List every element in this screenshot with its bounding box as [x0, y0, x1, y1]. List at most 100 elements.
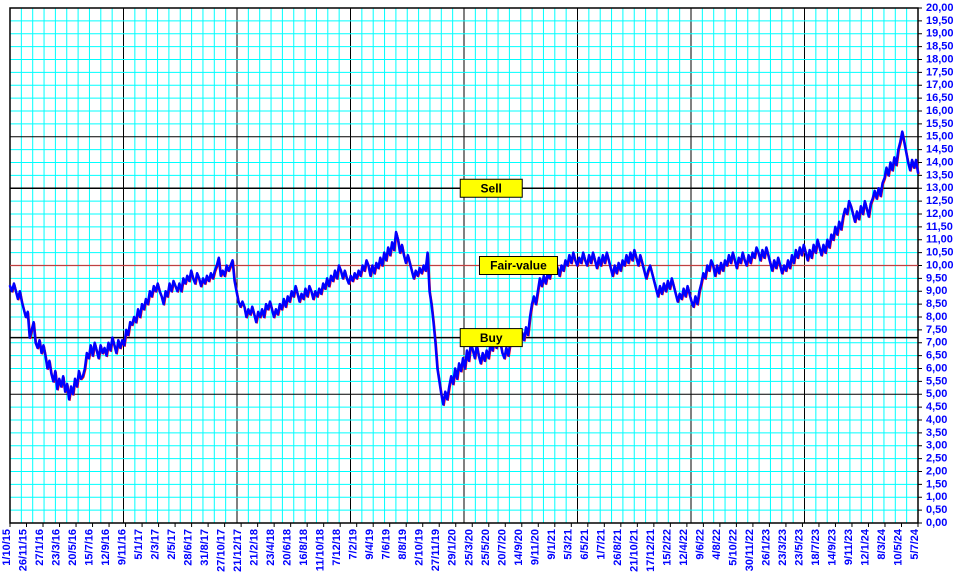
buy-label: Buy [460, 329, 522, 347]
x-tick-label: 14/9/23 [826, 529, 838, 566]
y-tick-label: 18,50 [926, 41, 954, 53]
sell-label: Sell [460, 179, 522, 197]
x-tick-label: 9/1/21 [546, 529, 558, 560]
y-tick-label: 5,50 [926, 375, 947, 387]
x-tick-label: 2/3/17 [150, 529, 162, 560]
x-tick-label: 26/1/23 [760, 529, 772, 566]
y-tick-label: 8,00 [926, 311, 947, 323]
x-tick-label: 10/5/24 [892, 528, 904, 566]
y-tick-label: 15,00 [926, 131, 954, 143]
y-tick-label: 7,00 [926, 337, 947, 349]
y-tick-label: 4,00 [926, 414, 947, 426]
x-tick-label: 5/7/24 [909, 528, 921, 559]
x-tick-label: 17/12/21 [645, 529, 657, 572]
x-tick-label: 12/1/24 [859, 528, 871, 566]
x-tick-label: 29/1/20 [447, 529, 459, 566]
y-tick-label: 14,00 [926, 156, 954, 168]
x-tick-label: 31/8/17 [199, 529, 211, 566]
y-tick-label: 3,50 [926, 427, 947, 439]
y-tick-label: 14,50 [926, 144, 954, 156]
x-tick-label: 21/2/18 [249, 529, 261, 566]
x-tick-label: 20/6/18 [282, 529, 294, 566]
fair-label-text: Fair-value [490, 259, 547, 273]
chart-svg: 0,000,501,001,502,002,503,003,504,004,50… [0, 0, 965, 588]
x-tick-label: 21/10/21 [628, 529, 640, 572]
x-tick-label: 23/4/18 [265, 529, 277, 566]
y-tick-label: 13,50 [926, 169, 954, 181]
y-tick-label: 13,00 [926, 182, 954, 194]
x-tick-label: 9/11/16 [117, 529, 129, 565]
y-tick-label: 17,00 [926, 79, 954, 91]
x-tick-label: 12/4/22 [678, 529, 690, 566]
x-tick-label: 14/9/20 [513, 529, 525, 566]
y-tick-label: 12,50 [926, 195, 954, 207]
y-tick-label: 5,00 [926, 388, 947, 400]
buy-label-text: Buy [480, 331, 503, 345]
y-tick-label: 4,50 [926, 401, 947, 413]
x-tick-label: 2/10/19 [414, 529, 426, 566]
x-tick-label: 12/9/16 [100, 529, 112, 566]
x-tick-label: 2/5/17 [166, 529, 178, 560]
x-tick-label: 7/12/18 [331, 529, 343, 566]
price-chart: 0,000,501,001,502,002,503,003,504,004,50… [0, 0, 965, 588]
x-tick-label: 9/6/22 [694, 529, 706, 560]
sell-label-text: Sell [481, 181, 502, 195]
y-tick-label: 0,00 [926, 517, 947, 529]
x-tick-label: 15/7/16 [84, 529, 96, 566]
x-tick-label: 5/10/22 [727, 529, 739, 566]
y-tick-label: 3,00 [926, 440, 947, 452]
x-tick-label: 8/8/19 [397, 529, 409, 560]
y-tick-label: 1,00 [926, 491, 947, 503]
y-tick-label: 18,00 [926, 53, 954, 65]
y-tick-label: 7,50 [926, 324, 947, 336]
x-tick-label: 8/3/24 [876, 528, 888, 559]
x-tick-label: 20/7/20 [496, 529, 508, 566]
x-tick-label: 1/7/21 [595, 529, 607, 560]
y-tick-label: 10,00 [926, 259, 954, 271]
x-tick-label: 15/2/22 [661, 529, 673, 566]
y-tick-label: 9,00 [926, 285, 947, 297]
y-tick-label: 16,00 [926, 105, 954, 117]
y-tick-label: 20,00 [926, 2, 954, 14]
y-tick-label: 19,50 [926, 15, 954, 27]
y-tick-label: 9,50 [926, 272, 947, 284]
y-tick-label: 0,50 [926, 504, 947, 516]
y-tick-label: 11,00 [926, 234, 953, 246]
x-tick-label: 23/3/16 [51, 529, 63, 566]
x-tick-label: 1/10/15 [1, 529, 13, 566]
x-tick-label: 23/5/23 [793, 529, 805, 566]
y-tick-label: 10,50 [926, 247, 954, 259]
x-tick-label: 7/2/19 [348, 529, 360, 560]
x-tick-label: 9/4/19 [364, 529, 376, 560]
y-tick-label: 17,50 [926, 66, 954, 78]
y-tick-label: 19,00 [926, 28, 954, 40]
x-tick-label: 20/5/16 [67, 529, 79, 566]
y-tick-label: 6,50 [926, 350, 947, 362]
x-tick-label: 6/5/21 [579, 529, 591, 560]
y-tick-label: 2,00 [926, 465, 947, 477]
x-tick-label: 18/7/23 [810, 529, 822, 566]
y-tick-label: 12,00 [926, 208, 954, 220]
x-tick-label: 26/8/21 [612, 529, 624, 566]
y-tick-label: 15,50 [926, 118, 954, 130]
fair-label: Fair-value [479, 257, 557, 275]
x-tick-label: 23/3/23 [777, 529, 789, 566]
x-tick-label: 7/6/19 [381, 529, 393, 560]
x-tick-label: 27/11/19 [430, 529, 442, 571]
x-tick-label: 11/10/18 [315, 529, 327, 571]
y-tick-label: 11,50 [926, 221, 953, 233]
x-tick-label: 16/8/18 [298, 529, 310, 566]
y-tick-label: 1,50 [926, 478, 947, 490]
x-tick-label: 30/11/22 [744, 529, 756, 571]
x-tick-label: 27/10/17 [216, 529, 228, 572]
x-tick-label: 5/3/21 [562, 529, 574, 560]
x-tick-label: 4/8/22 [711, 529, 723, 560]
x-tick-label: 27/1/16 [34, 529, 46, 566]
x-tick-label: 9/11/20 [529, 529, 541, 565]
x-tick-label: 9/11/23 [843, 529, 855, 565]
y-tick-label: 2,50 [926, 453, 947, 465]
y-tick-label: 6,00 [926, 362, 947, 374]
x-tick-label: 21/12/17 [232, 529, 244, 572]
x-tick-label: 5/1/17 [133, 529, 145, 560]
y-tick-label: 8,50 [926, 298, 947, 310]
